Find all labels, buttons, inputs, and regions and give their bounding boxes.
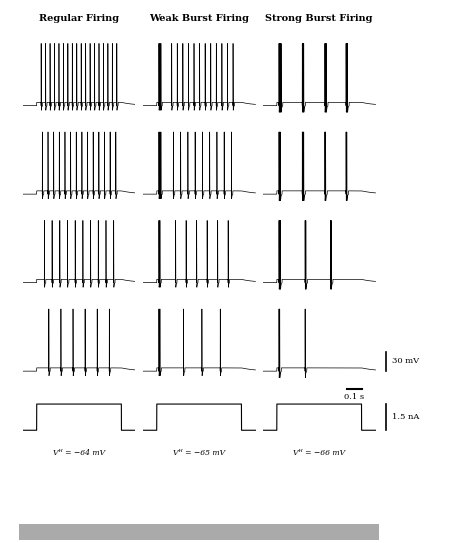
Text: 0.1 s: 0.1 s [345,393,365,401]
Text: Vᴴ = −65 mV: Vᴴ = −65 mV [173,449,225,457]
Text: Weak Burst Firing: Weak Burst Firing [149,14,249,23]
Text: 30 mV: 30 mV [392,357,419,365]
Text: Vᴴ = −66 mV: Vᴴ = −66 mV [293,449,345,457]
Text: Strong Burst Firing: Strong Burst Firing [265,14,373,23]
Text: 1.5 nA: 1.5 nA [392,413,419,421]
Text: Vᴴ = −64 mV: Vᴴ = −64 mV [53,449,105,457]
Text: Regular Firing: Regular Firing [39,14,119,23]
